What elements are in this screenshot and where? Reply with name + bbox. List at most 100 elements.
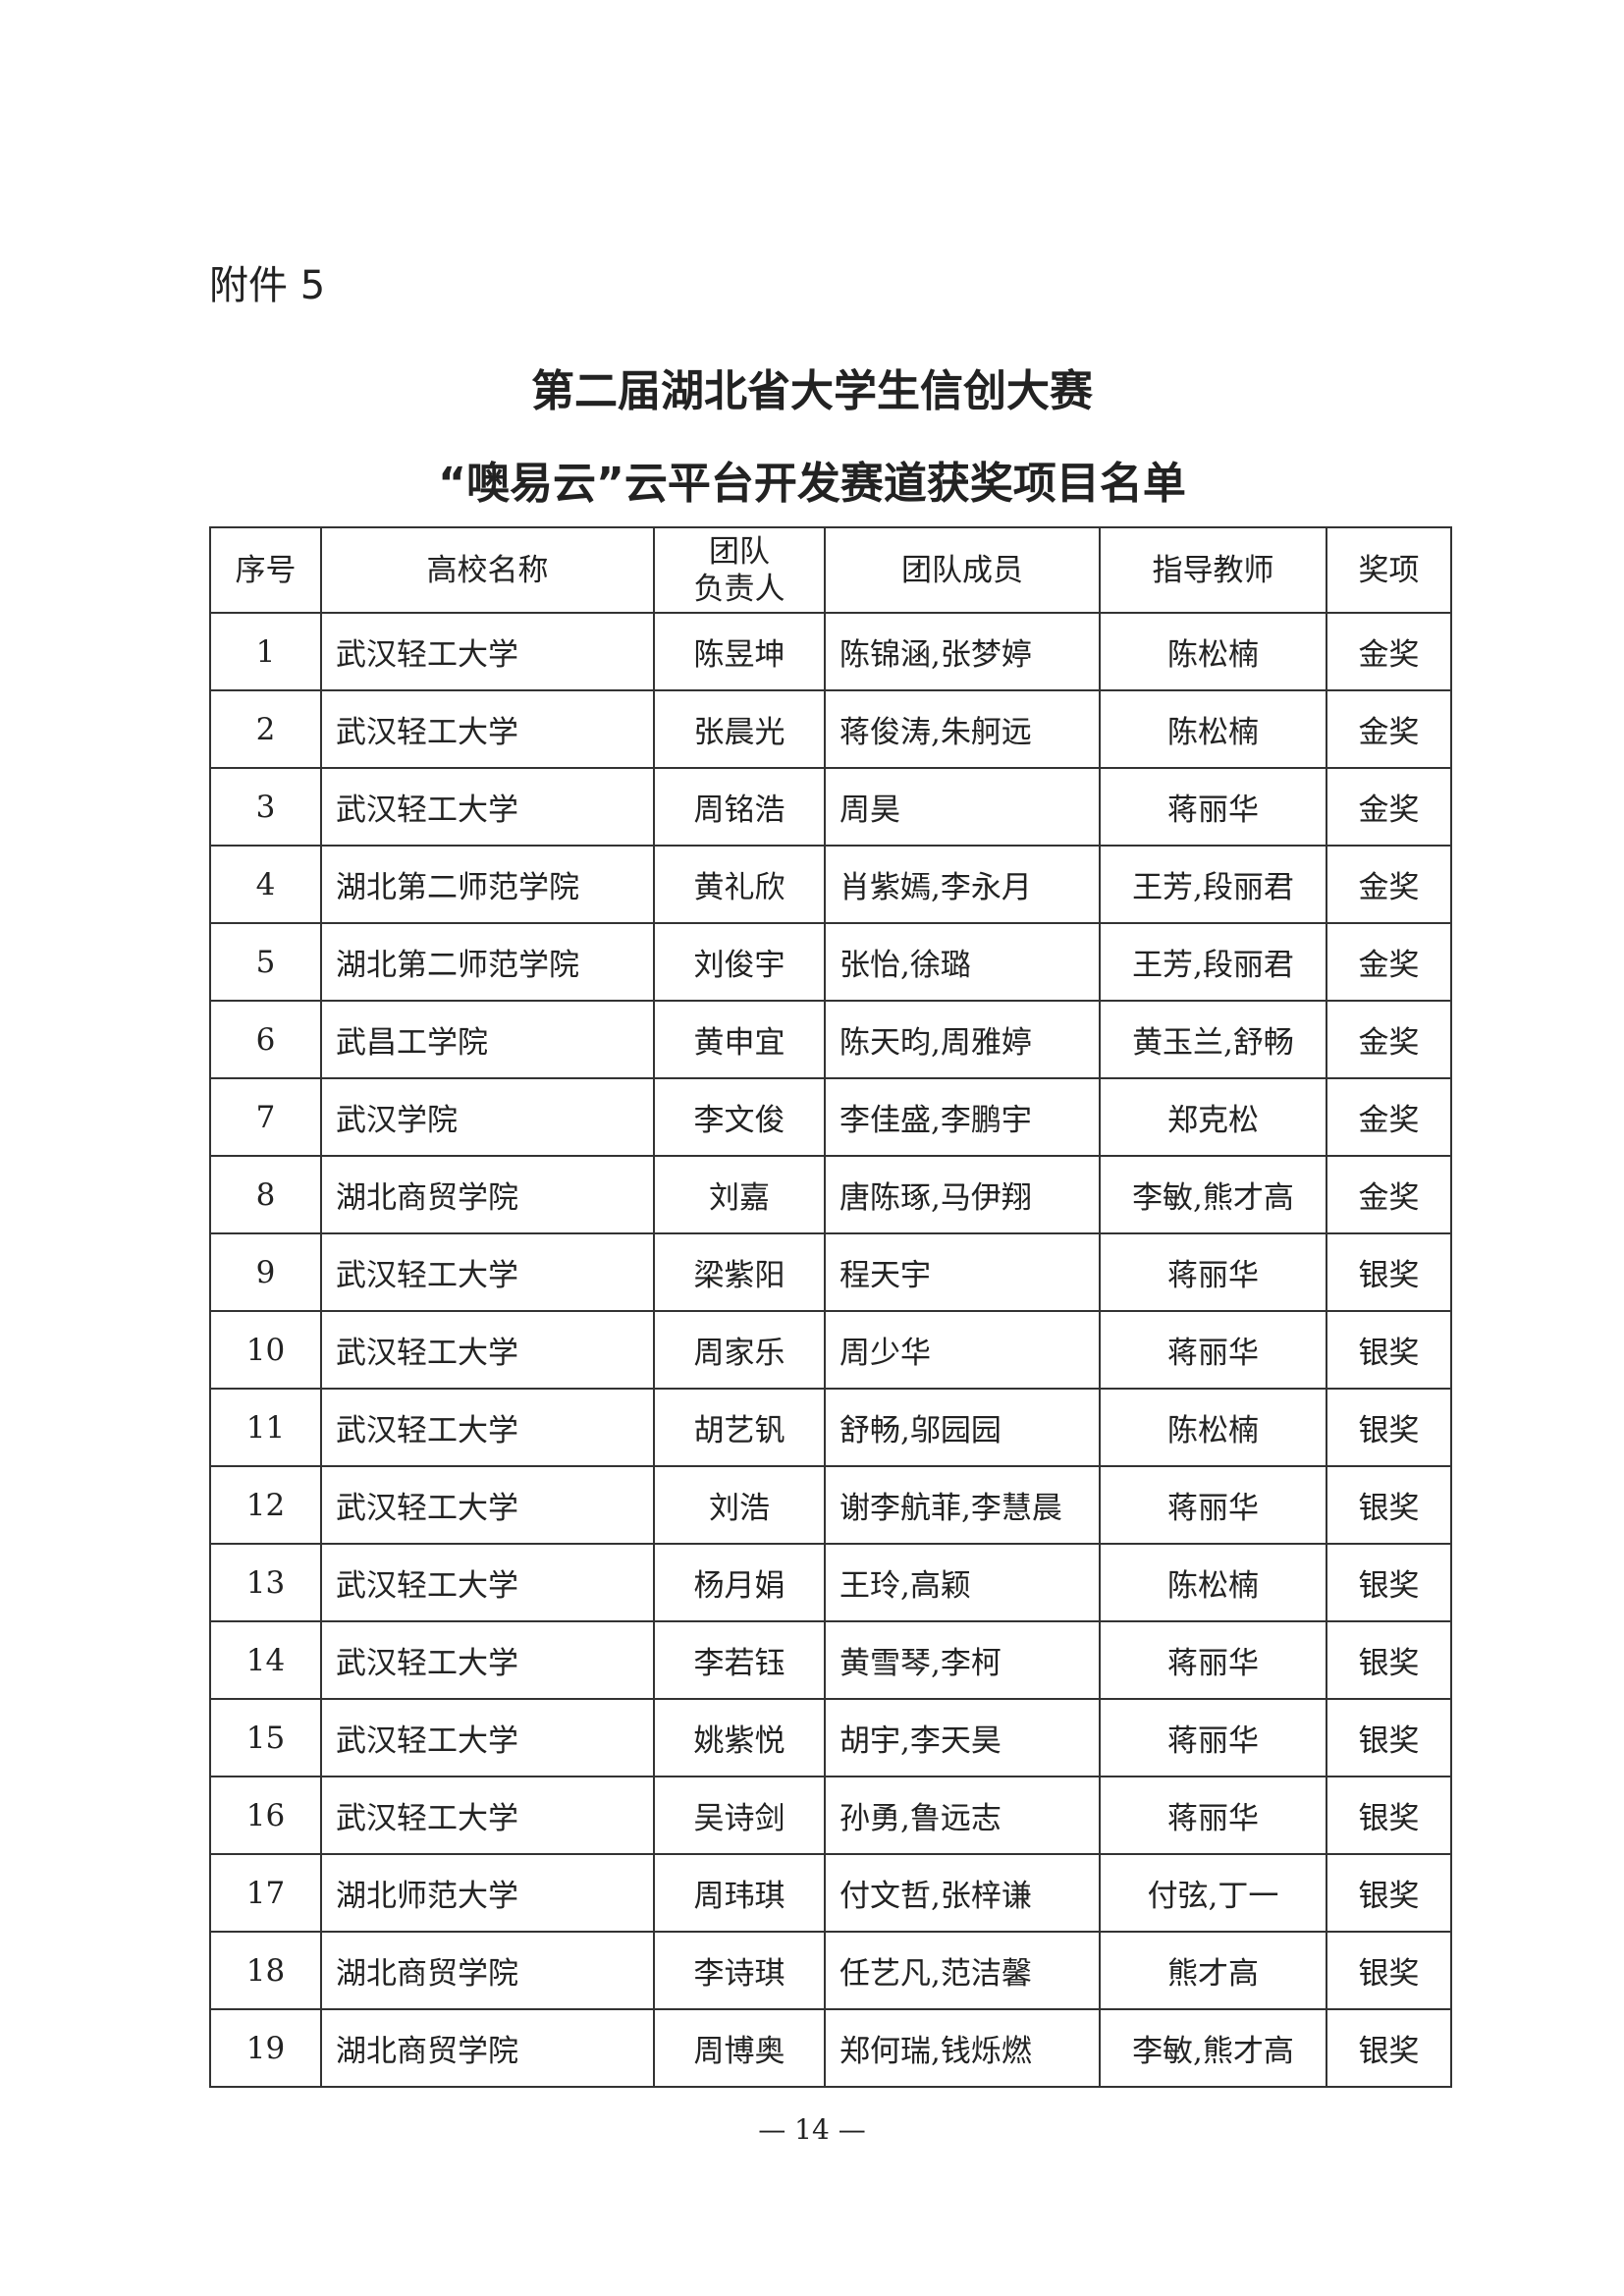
cell-col-leader: 刘嘉 [653, 1155, 826, 1234]
table-header-row: 序号 高校名称 团队 负责人 团队成员 指导教师 奖项 [209, 526, 1452, 614]
cell-col-advisor: 李敏,熊才高 [1099, 2008, 1327, 2088]
cell-col-school: 武汉轻工大学 [320, 1698, 655, 1777]
cell-col-leader: 陈昱坤 [653, 612, 826, 691]
table-row: 1 武汉轻工大学 陈昱坤 陈锦涵,张梦婷 陈松楠 金奖 [209, 612, 1452, 691]
cell-col-leader: 周玮琪 [653, 1853, 826, 1933]
cell-col-advisor: 陈松楠 [1099, 612, 1327, 691]
cell-col-school: 武汉轻工大学 [320, 1465, 655, 1545]
cell-col-members: 谢李航菲,李慧晨 [824, 1465, 1101, 1545]
cell-col-school: 武汉轻工大学 [320, 1388, 655, 1467]
cell-col-index: 4 [209, 845, 322, 924]
cell-col-award: 金奖 [1326, 1155, 1452, 1234]
cell-col-leader: 刘俊宇 [653, 922, 826, 1002]
table-row: 16 武汉轻工大学 吴诗剑 孙勇,鲁远志 蒋丽华 银奖 [209, 1776, 1452, 1855]
cell-col-advisor: 熊才高 [1099, 1931, 1327, 2010]
cell-col-school: 湖北商贸学院 [320, 2008, 655, 2088]
cell-col-award: 银奖 [1326, 1232, 1452, 1312]
cell-col-leader: 李若钰 [653, 1620, 826, 1700]
cell-col-award: 金奖 [1326, 689, 1452, 769]
cell-col-members: 蒋俊涛,朱舸远 [824, 689, 1101, 769]
cell-col-school: 武汉轻工大学 [320, 1232, 655, 1312]
cell-col-index: 16 [209, 1776, 322, 1855]
cell-col-leader: 杨月娟 [653, 1543, 826, 1622]
cell-col-leader: 姚紫悦 [653, 1698, 826, 1777]
cell-col-advisor: 蒋丽华 [1099, 1465, 1327, 1545]
cell-col-index: 8 [209, 1155, 322, 1234]
cell-col-advisor: 王芳,段丽君 [1099, 845, 1327, 924]
cell-col-award: 金奖 [1326, 767, 1452, 847]
header-col-members: 团队成员 [824, 526, 1101, 614]
cell-col-award: 银奖 [1326, 1465, 1452, 1545]
cell-col-award: 银奖 [1326, 1543, 1452, 1622]
header-col-leader: 团队 负责人 [653, 526, 826, 614]
cell-col-school: 武汉轻工大学 [320, 1310, 655, 1390]
award-table: 序号 高校名称 团队 负责人 团队成员 指导教师 奖项 1 武汉轻工大学 陈昱坤 陈锦涵,张梦婷… [209, 526, 1452, 2088]
cell-col-leader: 周博奥 [653, 2008, 826, 2088]
cell-col-leader: 黄申宜 [653, 1000, 826, 1079]
cell-col-index: 9 [209, 1232, 322, 1312]
cell-col-index: 15 [209, 1698, 322, 1777]
header-col-award: 奖项 [1326, 526, 1452, 614]
table-row: 10 武汉轻工大学 周家乐 周少华 蒋丽华 银奖 [209, 1310, 1452, 1390]
cell-col-members: 周昊 [824, 767, 1101, 847]
cell-col-leader: 吴诗剑 [653, 1776, 826, 1855]
table-row: 7 武汉学院 李文俊 李佳盛,李鹏宇 郑克松 金奖 [209, 1077, 1452, 1157]
cell-col-award: 银奖 [1326, 1698, 1452, 1777]
cell-col-index: 3 [209, 767, 322, 847]
cell-col-index: 1 [209, 612, 322, 691]
document-title: 第二届湖北省大学生信创大赛 [531, 366, 1093, 416]
cell-col-index: 12 [209, 1465, 322, 1545]
cell-col-members: 黄雪琴,李柯 [824, 1620, 1101, 1700]
cell-col-school: 湖北第二师范学院 [320, 922, 655, 1002]
cell-col-award: 银奖 [1326, 2008, 1452, 2088]
table-row: 5 湖北第二师范学院 刘俊宇 张怡,徐璐 王芳,段丽君 金奖 [209, 922, 1452, 1002]
cell-col-index: 17 [209, 1853, 322, 1933]
cell-col-advisor: 蒋丽华 [1099, 1776, 1327, 1855]
cell-col-award: 金奖 [1326, 845, 1452, 924]
document-subtitle: “噢易云”云平台开发赛道获奖项目名单 [438, 459, 1186, 509]
cell-col-members: 付文哲,张梓谦 [824, 1853, 1101, 1933]
cell-col-school: 武汉轻工大学 [320, 1543, 655, 1622]
cell-col-leader: 刘浩 [653, 1465, 826, 1545]
cell-col-index: 10 [209, 1310, 322, 1390]
table-row: 9 武汉轻工大学 梁紫阳 程天宇 蒋丽华 银奖 [209, 1232, 1452, 1312]
cell-col-award: 金奖 [1326, 1077, 1452, 1157]
table-row: 11 武汉轻工大学 胡艺钒 舒畅,邬园园 陈松楠 银奖 [209, 1388, 1452, 1467]
table-row: 15 武汉轻工大学 姚紫悦 胡宇,李天昊 蒋丽华 银奖 [209, 1698, 1452, 1777]
cell-col-award: 银奖 [1326, 1931, 1452, 2010]
cell-col-award: 银奖 [1326, 1776, 1452, 1855]
cell-col-members: 郑何瑞,钱烁燃 [824, 2008, 1101, 2088]
cell-col-school: 武汉轻工大学 [320, 767, 655, 847]
cell-col-award: 银奖 [1326, 1388, 1452, 1467]
cell-col-award: 金奖 [1326, 1000, 1452, 1079]
table-row: 14 武汉轻工大学 李若钰 黄雪琴,李柯 蒋丽华 银奖 [209, 1620, 1452, 1700]
cell-col-school: 武汉轻工大学 [320, 1776, 655, 1855]
cell-col-index: 13 [209, 1543, 322, 1622]
table-row: 18 湖北商贸学院 李诗琪 任艺凡,范洁馨 熊才高 银奖 [209, 1931, 1452, 2010]
cell-col-advisor: 蒋丽华 [1099, 1232, 1327, 1312]
cell-col-members: 孙勇,鲁远志 [824, 1776, 1101, 1855]
cell-col-index: 14 [209, 1620, 322, 1700]
table-row: 19 湖北商贸学院 周博奥 郑何瑞,钱烁燃 李敏,熊才高 银奖 [209, 2008, 1452, 2088]
cell-col-school: 湖北师范大学 [320, 1853, 655, 1933]
cell-col-advisor: 陈松楠 [1099, 1543, 1327, 1622]
cell-col-award: 金奖 [1326, 612, 1452, 691]
cell-col-advisor: 王芳,段丽君 [1099, 922, 1327, 1002]
cell-col-award: 银奖 [1326, 1310, 1452, 1390]
table-row: 6 武昌工学院 黄申宜 陈天昀,周雅婷 黄玉兰,舒畅 金奖 [209, 1000, 1452, 1079]
cell-col-index: 11 [209, 1388, 322, 1467]
cell-col-members: 李佳盛,李鹏宇 [824, 1077, 1101, 1157]
cell-col-index: 18 [209, 1931, 322, 2010]
cell-col-school: 湖北商贸学院 [320, 1931, 655, 2010]
cell-col-advisor: 付弦,丁一 [1099, 1853, 1327, 1933]
cell-col-school: 武汉轻工大学 [320, 612, 655, 691]
cell-col-index: 19 [209, 2008, 322, 2088]
cell-col-leader: 周家乐 [653, 1310, 826, 1390]
cell-col-leader: 周铭浩 [653, 767, 826, 847]
cell-col-members: 肖紫嫣,李永月 [824, 845, 1101, 924]
cell-col-advisor: 蒋丽华 [1099, 1310, 1327, 1390]
cell-col-advisor: 蒋丽华 [1099, 1698, 1327, 1777]
cell-col-advisor: 李敏,熊才高 [1099, 1155, 1327, 1234]
cell-col-school: 武昌工学院 [320, 1000, 655, 1079]
attachment-label: 附件 5 [209, 263, 326, 308]
